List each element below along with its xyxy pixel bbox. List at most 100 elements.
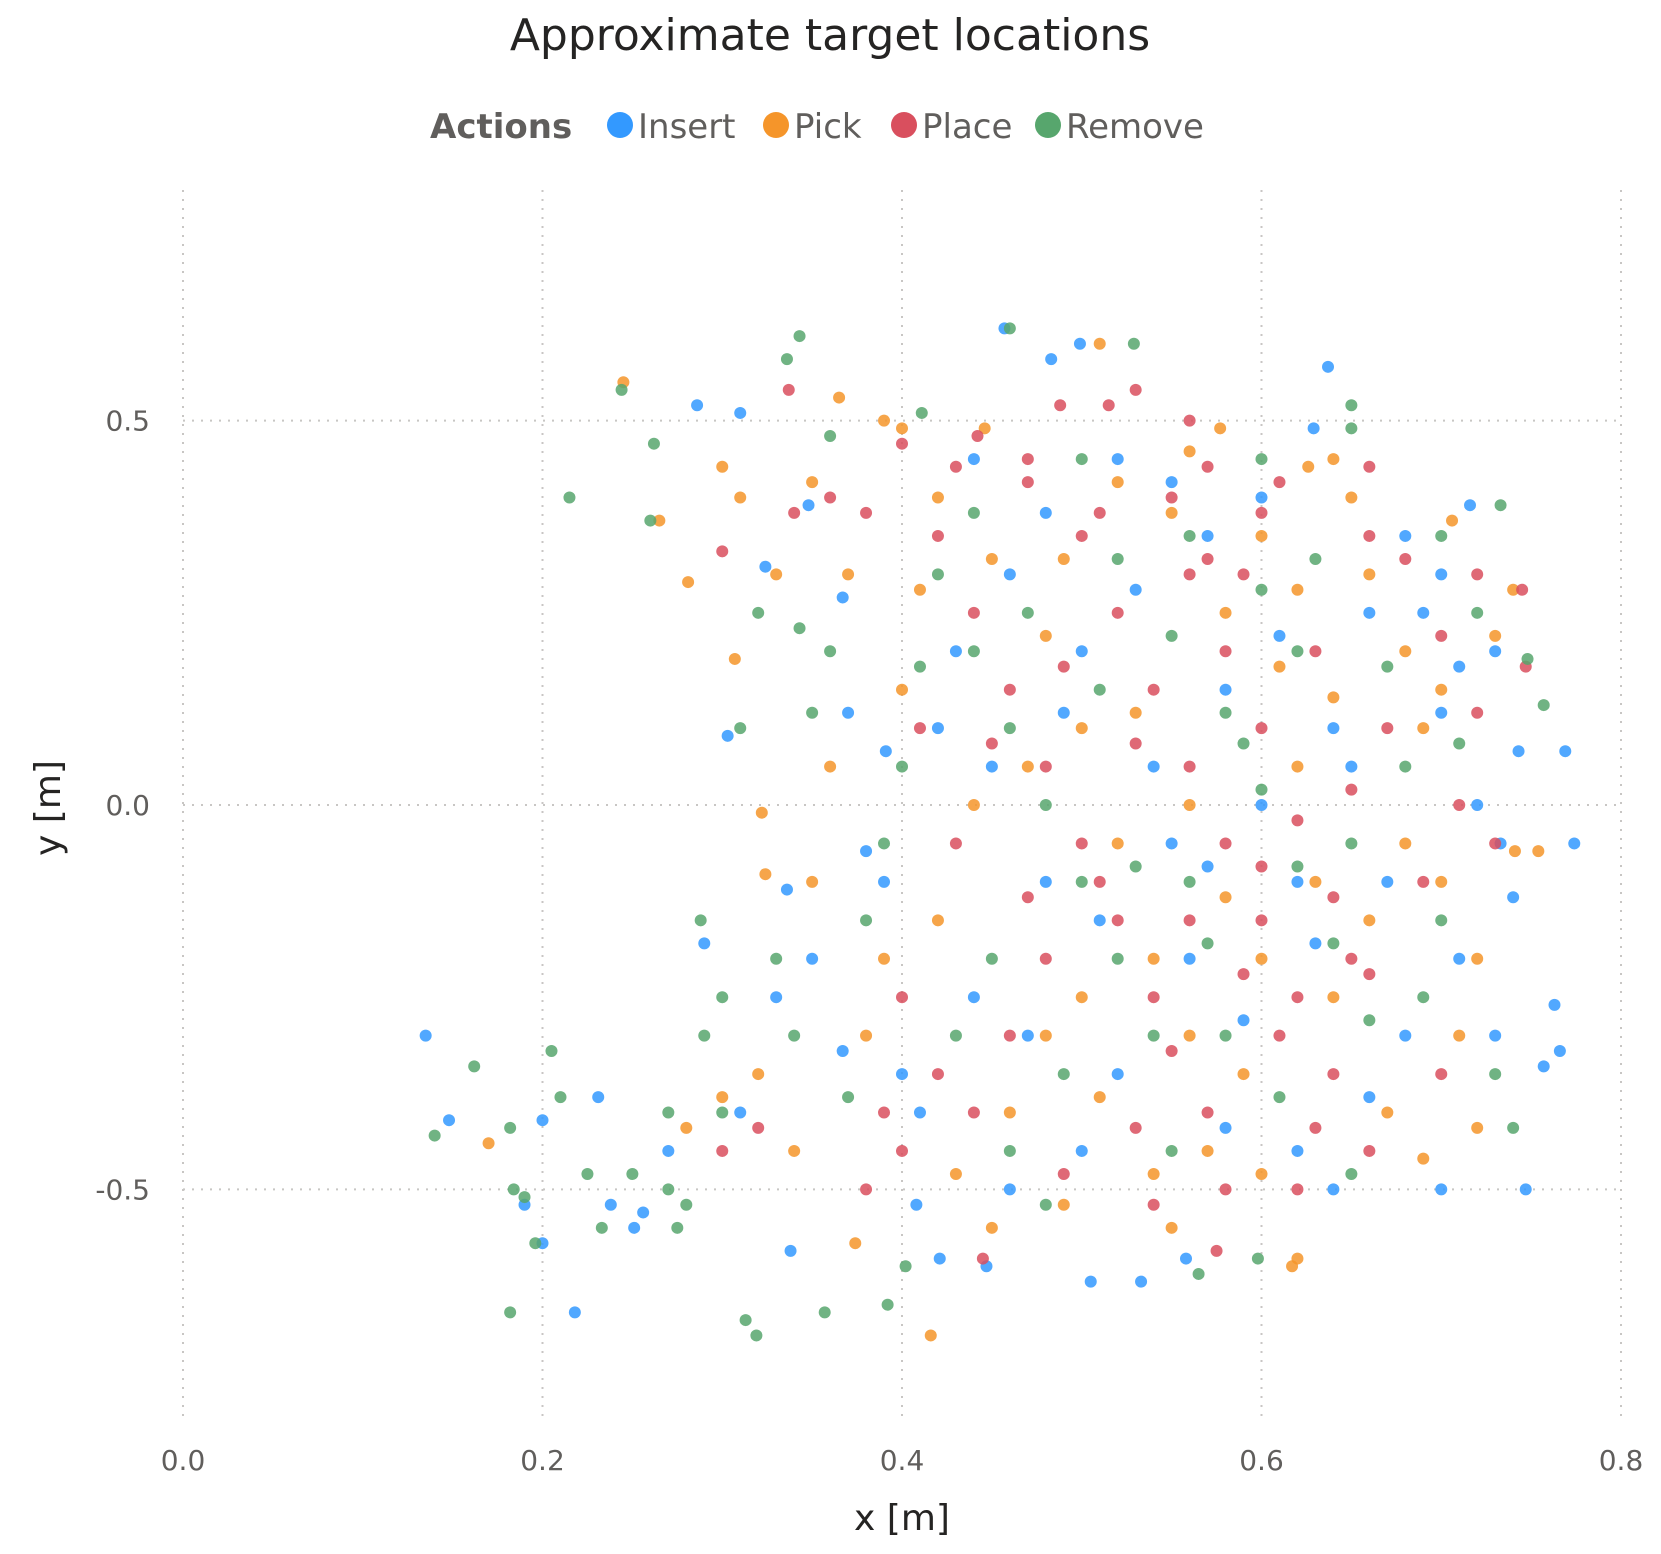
legend: Actions Insert Pick Place Remove bbox=[430, 107, 1204, 147]
data-point bbox=[1363, 568, 1376, 581]
data-point bbox=[1201, 460, 1214, 473]
data-point bbox=[1489, 629, 1502, 642]
data-point bbox=[1210, 1244, 1223, 1257]
legend-item-pick: Pick bbox=[763, 107, 862, 147]
data-point bbox=[1183, 914, 1196, 927]
data-point bbox=[1075, 645, 1088, 658]
data-point bbox=[428, 1129, 441, 1142]
data-point bbox=[1093, 875, 1106, 888]
data-point bbox=[1327, 891, 1340, 904]
data-point bbox=[716, 545, 729, 558]
data-point bbox=[1471, 799, 1484, 811]
data-point bbox=[985, 1221, 998, 1234]
data-point bbox=[1093, 1091, 1106, 1104]
data-point bbox=[949, 837, 962, 850]
data-point bbox=[1183, 760, 1196, 773]
data-point bbox=[644, 514, 657, 527]
data-point bbox=[1147, 991, 1160, 1004]
data-point bbox=[1399, 1029, 1412, 1042]
data-point bbox=[1399, 553, 1412, 565]
data-point bbox=[728, 652, 741, 665]
data-point bbox=[1102, 399, 1115, 412]
data-point bbox=[793, 622, 806, 635]
data-point bbox=[913, 722, 926, 735]
data-point bbox=[1435, 1068, 1448, 1081]
data-point bbox=[878, 1106, 891, 1119]
data-point bbox=[1363, 460, 1376, 473]
data-point bbox=[1111, 476, 1124, 489]
data-point bbox=[647, 437, 660, 450]
data-point bbox=[1251, 1252, 1264, 1265]
data-point bbox=[1039, 506, 1052, 519]
data-point bbox=[1057, 660, 1070, 673]
data-point bbox=[504, 1306, 517, 1319]
data-point bbox=[1219, 706, 1232, 719]
data-point bbox=[1237, 968, 1250, 981]
data-point bbox=[1021, 476, 1034, 489]
data-point bbox=[967, 799, 980, 811]
data-point bbox=[750, 1329, 763, 1342]
data-point bbox=[1111, 1068, 1124, 1081]
data-point bbox=[752, 1121, 765, 1134]
data-point bbox=[806, 476, 819, 489]
data-point bbox=[824, 491, 837, 504]
data-point bbox=[1165, 506, 1178, 519]
data-point bbox=[568, 1306, 581, 1319]
data-point bbox=[1201, 553, 1214, 565]
data-point bbox=[860, 506, 873, 519]
data-point bbox=[1435, 875, 1448, 888]
data-point bbox=[1201, 529, 1214, 542]
data-point bbox=[1453, 799, 1466, 811]
legend-label: Insert bbox=[638, 107, 736, 147]
data-point bbox=[931, 491, 944, 504]
data-point bbox=[1255, 529, 1268, 542]
data-point bbox=[1075, 991, 1088, 1004]
data-point bbox=[1183, 529, 1196, 542]
data-point bbox=[836, 1045, 849, 1057]
legend-marker bbox=[891, 112, 917, 138]
data-point bbox=[1446, 514, 1459, 527]
data-point bbox=[1417, 875, 1430, 888]
data-point bbox=[691, 399, 704, 412]
data-point bbox=[1255, 783, 1268, 796]
data-point bbox=[985, 952, 998, 965]
data-point bbox=[653, 514, 666, 527]
data-point bbox=[1417, 991, 1430, 1004]
data-point bbox=[1255, 952, 1268, 965]
data-point bbox=[1039, 629, 1052, 642]
data-point bbox=[1255, 860, 1268, 873]
data-point bbox=[1057, 1068, 1070, 1081]
data-point bbox=[1345, 760, 1358, 773]
data-point bbox=[860, 845, 873, 858]
data-point bbox=[1417, 1152, 1430, 1165]
data-point bbox=[759, 560, 772, 573]
data-point bbox=[698, 937, 711, 950]
data-point bbox=[1381, 722, 1394, 735]
data-point bbox=[1165, 1221, 1178, 1234]
data-point bbox=[1471, 1121, 1484, 1134]
data-point bbox=[1201, 1144, 1214, 1157]
data-point bbox=[1435, 1183, 1448, 1196]
data-point bbox=[1363, 1091, 1376, 1104]
data-point bbox=[716, 1106, 729, 1119]
data-point bbox=[1322, 360, 1335, 373]
data-point bbox=[482, 1137, 495, 1150]
data-point bbox=[881, 1298, 894, 1311]
data-point bbox=[1147, 1029, 1160, 1042]
data-point bbox=[671, 1221, 684, 1234]
data-point bbox=[1111, 453, 1124, 466]
legend-label: Remove bbox=[1066, 107, 1204, 147]
data-point bbox=[1165, 1144, 1178, 1157]
data-point bbox=[1237, 737, 1250, 750]
data-point bbox=[1399, 837, 1412, 850]
data-point bbox=[1291, 991, 1304, 1004]
data-point bbox=[1309, 645, 1322, 658]
data-point bbox=[1129, 383, 1142, 396]
data-point bbox=[1273, 476, 1286, 489]
data-point bbox=[913, 583, 926, 596]
data-point bbox=[1255, 491, 1268, 504]
data-point bbox=[1021, 760, 1034, 773]
data-point bbox=[507, 1183, 520, 1196]
data-point bbox=[1057, 1198, 1070, 1211]
data-point bbox=[1345, 1168, 1358, 1180]
